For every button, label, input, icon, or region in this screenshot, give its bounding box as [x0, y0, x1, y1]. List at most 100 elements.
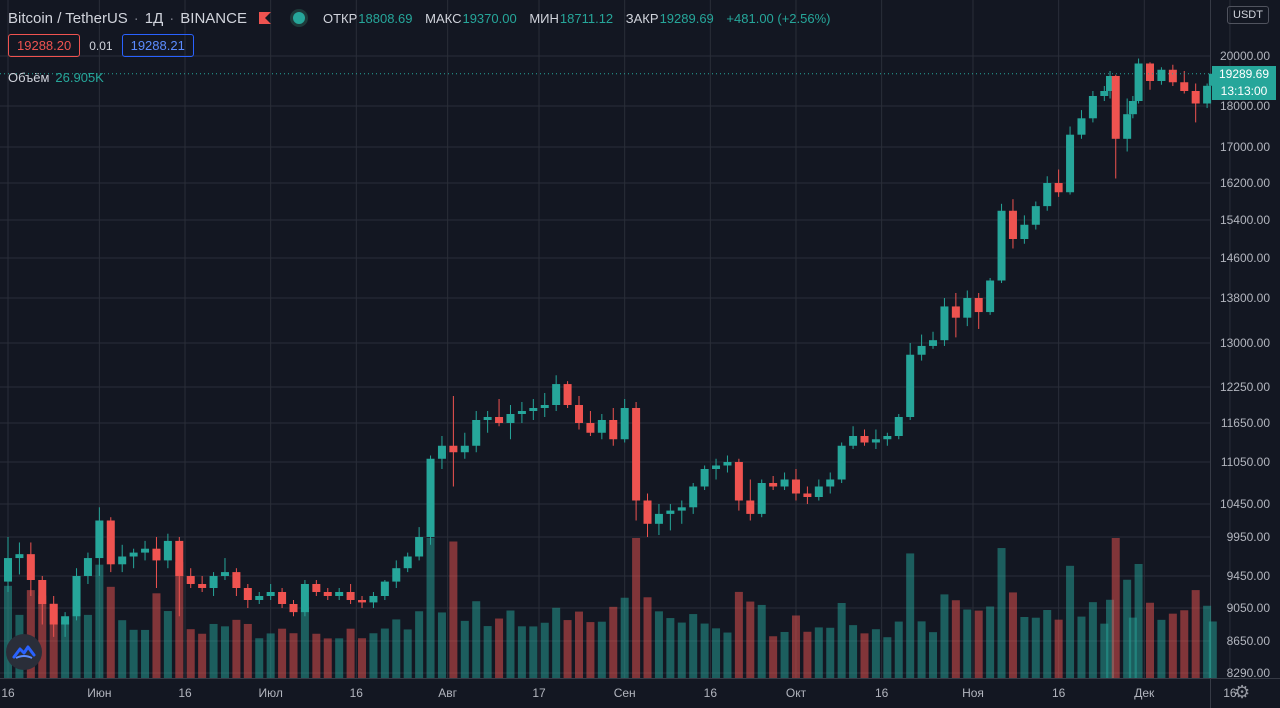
volume-bar [152, 593, 161, 678]
candle-body [849, 436, 858, 446]
gear-icon[interactable]: ⚙ [1234, 682, 1251, 702]
volume-bar [1043, 610, 1052, 678]
low-label: МИН [529, 10, 559, 26]
tradingview-logo-icon[interactable] [6, 634, 42, 670]
volume-bar [266, 633, 275, 678]
buy-button[interactable]: 19288.21 [121, 34, 194, 57]
ohlc-values: ОТКР18808.69 МАКС19370.00 МИН18711.12 ЗА… [323, 11, 840, 26]
candle-body [517, 411, 526, 414]
volume-bar [791, 615, 800, 678]
price-tick-label: 17000.00 [1220, 140, 1270, 154]
candle-body [826, 479, 835, 487]
time-tick-label: Ноя [962, 686, 984, 700]
candle-body [632, 408, 641, 501]
volume-bar [255, 638, 264, 678]
volume-legend[interactable]: Объём 26.905K [8, 70, 104, 85]
volume-bar [289, 633, 298, 678]
volume-bar [1077, 616, 1086, 678]
volume-bar [849, 625, 858, 678]
volume-bar [198, 633, 207, 678]
candle-body [757, 483, 766, 514]
volume-bar [552, 607, 561, 678]
last-price-label: 19289.69 [1212, 65, 1276, 83]
candle-body [780, 479, 789, 487]
volume-bar [963, 609, 972, 678]
volume-bar [426, 538, 435, 678]
volume-bar [460, 620, 469, 678]
candle-body [300, 584, 309, 613]
volume-bar [232, 619, 241, 678]
volume-bar [609, 606, 618, 678]
candle-body [186, 576, 195, 584]
volume-bar [1100, 623, 1109, 678]
candle-body [1031, 206, 1040, 225]
volume-bar [883, 637, 892, 678]
volume-bar [906, 553, 915, 678]
candle-body [917, 345, 926, 355]
volume-bar [951, 600, 960, 678]
volume-bar [403, 629, 412, 678]
volume-bar [837, 603, 846, 678]
volume-bar [1031, 617, 1040, 678]
flag-icon[interactable] [258, 12, 271, 24]
volume-bar [643, 597, 652, 678]
candle-body [700, 469, 709, 487]
candle-body [860, 436, 869, 443]
candle-body [15, 554, 24, 559]
price-tick-label: 13800.00 [1220, 291, 1270, 305]
candle-body [894, 417, 903, 436]
candle-body [1054, 183, 1063, 193]
price-tick-label: 9050.00 [1227, 601, 1271, 615]
candle-body [997, 210, 1006, 281]
close-value: 19289.69 [659, 10, 714, 26]
time-tick-label: Июн [87, 686, 111, 700]
volume-bar [392, 619, 401, 678]
volume-bar [38, 595, 47, 678]
volume-bar [1203, 605, 1212, 678]
volume-bar [632, 538, 641, 678]
candle-body [1008, 210, 1017, 239]
volume-bar [974, 610, 983, 678]
volume-bar [472, 601, 481, 678]
symbol-name[interactable]: Bitcoin / TetherUS [8, 9, 128, 27]
time-tick-label: Июл [258, 686, 282, 700]
candle-body [38, 580, 47, 604]
volume-bar [814, 627, 823, 678]
symbol-header[interactable]: Bitcoin / TetherUS · 1Д · BINANCE ОТКР18… [8, 8, 840, 28]
interval[interactable]: 1Д [144, 9, 164, 27]
volume-bar [220, 626, 229, 678]
candle-body [883, 436, 892, 440]
candle-body [26, 554, 35, 580]
candle-body [380, 581, 389, 596]
volume-bar [586, 622, 595, 678]
price-tick-label: 11050.00 [1221, 455, 1270, 469]
time-tick-label: Дек [1134, 686, 1155, 700]
bar-countdown-label: 13:13:00 [1212, 82, 1276, 100]
candle-body [495, 417, 504, 423]
time-tick-label: 16 [1, 686, 15, 700]
spread-value: 0.01 [89, 38, 113, 53]
candle-body [1203, 85, 1212, 104]
candle-body [392, 568, 401, 582]
volume-bar [917, 621, 926, 678]
candle-body [232, 572, 241, 588]
time-tick-label: 16 [1052, 686, 1066, 700]
candle-body [220, 572, 229, 576]
candle-body [814, 486, 823, 497]
volume-bar [129, 629, 138, 678]
time-tick-label: 17 [532, 686, 546, 700]
candle-body [609, 420, 618, 440]
candle-body [437, 445, 446, 459]
candle-body [209, 576, 218, 588]
volume-bar [437, 612, 446, 678]
candle-body [141, 548, 150, 553]
volume-bar [1066, 565, 1075, 678]
currency-button[interactable]: USDT [1227, 6, 1269, 24]
candle-body [951, 306, 960, 318]
candle-body [597, 420, 606, 433]
sell-button[interactable]: 19288.20 [8, 34, 81, 57]
volume-bar [575, 611, 583, 678]
candle-body [49, 604, 58, 625]
candle-body [1123, 114, 1132, 139]
